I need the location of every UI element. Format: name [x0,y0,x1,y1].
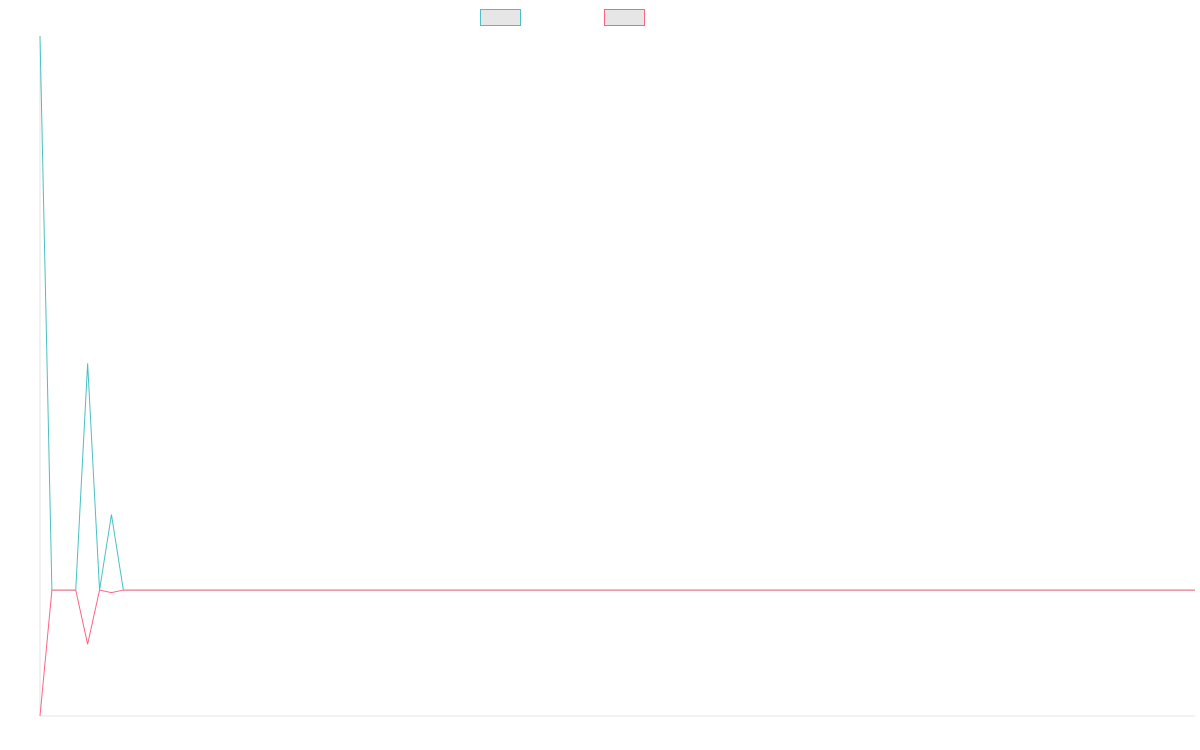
axes [39,36,1195,717]
legend [480,9,645,26]
series-line [39,35,1195,591]
legend-swatch[interactable] [480,9,521,26]
series-line [39,589,1195,717]
series-layer [39,35,1195,717]
legend-swatch[interactable] [604,9,645,26]
